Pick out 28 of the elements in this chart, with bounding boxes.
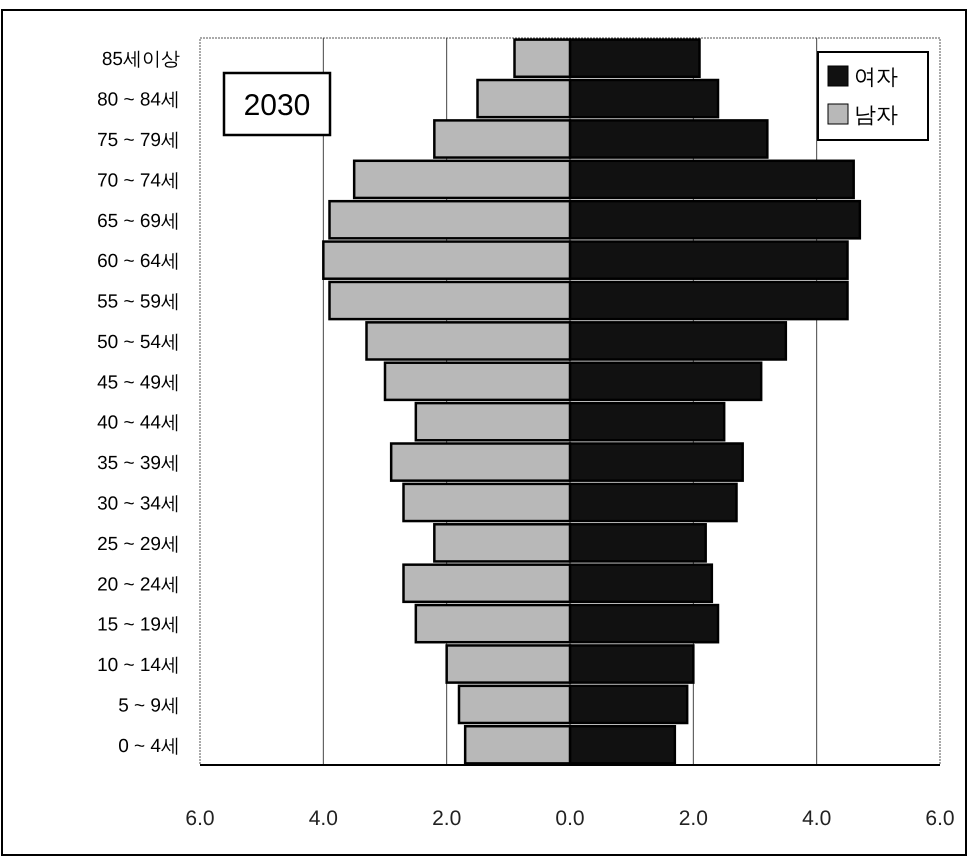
y-tick-label: 45 ~ 49세 [97, 372, 180, 394]
y-tick-label: 65 ~ 69세 [97, 210, 180, 232]
y-tick-label: 60 ~ 64세 [97, 251, 180, 272]
y-tick-label: 55 ~ 59세 [97, 292, 180, 313]
y-tick-label: 0 ~ 4세 [118, 736, 180, 757]
y-tick-label: 5 ~ 9세 [118, 695, 180, 716]
y-tick-label: 10 ~ 14세 [97, 655, 180, 676]
y-tick-label: 30 ~ 34세 [97, 493, 180, 514]
y-tick-label: 50 ~ 54세 [97, 332, 180, 353]
legend-label: 남자 [854, 102, 898, 127]
y-tick-label: 80 ~ 84세 [97, 90, 180, 111]
x-tick-label: 4.0 [308, 807, 338, 830]
x-tick-label: 6.0 [185, 807, 215, 830]
y-tick-label: 25 ~ 29세 [97, 534, 180, 555]
annotation: 2030 [244, 89, 310, 122]
y-tick-label: 35 ~ 39세 [97, 453, 180, 474]
y-tick-label: 40 ~ 44세 [97, 412, 180, 434]
y-tick-label: 15 ~ 19세 [97, 614, 180, 636]
legend-label: 여자 [854, 64, 898, 89]
x-tick-label: 6.0 [925, 807, 955, 830]
y-tick-label: 75 ~ 79세 [97, 130, 180, 151]
x-tick-label: 4.0 [802, 807, 832, 830]
y-tick-label: 85세이상 [102, 49, 180, 70]
x-tick-label: 2.0 [432, 807, 462, 830]
y-tick-label: 70 ~ 74세 [97, 170, 180, 192]
x-tick-label: 2.0 [678, 807, 708, 830]
y-tick-label: 20 ~ 24세 [97, 574, 180, 596]
x-tick-label: 0.0 [555, 807, 585, 830]
